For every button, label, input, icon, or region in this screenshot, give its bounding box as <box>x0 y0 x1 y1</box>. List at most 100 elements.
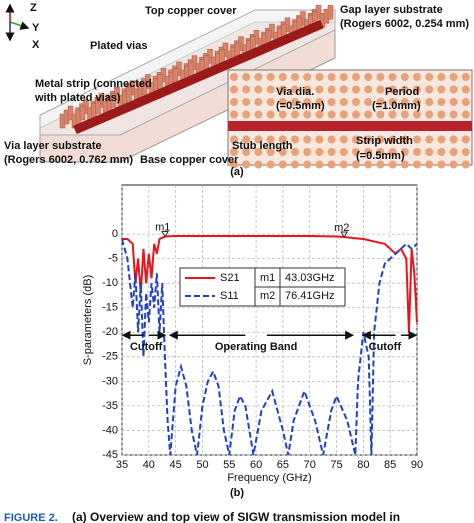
caption: (b) <box>230 487 244 499</box>
via-dot <box>400 85 409 94</box>
label: Via layer substrate <box>4 140 102 152</box>
via-dot <box>352 85 360 94</box>
via-dot <box>278 110 287 119</box>
x-tick-label: 40 <box>143 459 155 471</box>
via <box>110 93 117 108</box>
label: (=0.5mm) <box>356 150 405 162</box>
via <box>79 105 86 121</box>
via-dot <box>327 98 336 106</box>
via-dot <box>230 160 238 169</box>
via-dot <box>303 135 312 144</box>
x-tick-label: 70 <box>304 459 316 471</box>
via-dot <box>425 85 434 94</box>
via-dot <box>364 135 373 144</box>
via-dot <box>242 160 251 169</box>
via-dot <box>254 135 263 144</box>
via-dot <box>291 148 299 156</box>
via-dot <box>364 110 373 119</box>
via-dot <box>303 85 312 94</box>
via-dot <box>352 160 360 169</box>
via-dot <box>339 85 348 94</box>
via-dot <box>413 148 421 156</box>
y-tick-label: -15 <box>102 302 118 314</box>
via-dot <box>327 148 336 156</box>
via-dot <box>400 110 409 119</box>
via-dot <box>388 85 397 94</box>
via-dot <box>254 110 263 119</box>
via-dot <box>461 85 470 94</box>
x-tick-label: 45 <box>170 459 182 471</box>
annotation: Cutoff <box>369 341 402 353</box>
legend-marker-value: 43.03GHz <box>285 272 335 284</box>
via-dot <box>266 160 275 169</box>
y-tick-label: 0 <box>112 228 118 240</box>
plot-area <box>121 184 418 456</box>
via <box>95 99 101 114</box>
label: Plated vias <box>90 40 147 52</box>
via-dot <box>425 148 434 156</box>
via-dot <box>315 160 324 169</box>
via-dot <box>230 98 238 106</box>
via-dot <box>425 110 434 119</box>
via-dot <box>278 148 287 156</box>
via-dot <box>266 98 275 106</box>
y-tick-label: -45 <box>102 449 118 461</box>
strip <box>228 121 472 131</box>
axis-label: Y <box>32 22 40 34</box>
caption-number: FIGURE 2. <box>4 512 58 523</box>
annotation: Operating Band <box>215 341 298 353</box>
label: (=1.0mm) <box>372 100 421 112</box>
via-dot <box>242 110 251 119</box>
via <box>172 67 179 83</box>
via-dot <box>449 135 458 144</box>
via-dot <box>400 160 409 169</box>
via-dot <box>254 148 263 156</box>
via-dot <box>449 148 458 156</box>
via-dot <box>339 160 348 169</box>
via-dot <box>388 160 397 169</box>
y-tick-label: -10 <box>102 277 118 289</box>
via-dot <box>291 135 299 144</box>
label: Via dia. <box>276 86 314 98</box>
via-dot <box>352 135 360 144</box>
via-dot <box>376 73 385 81</box>
via-dot <box>376 98 385 106</box>
via-dot <box>413 135 421 144</box>
via-dot <box>425 135 434 144</box>
via-dot <box>339 148 348 156</box>
y-tick-label: -35 <box>102 400 118 412</box>
via-dot <box>315 110 324 119</box>
diagram: Z Y X Top copper cover Gap layer substra… <box>4 2 473 178</box>
via-dot <box>449 160 458 169</box>
via-dot <box>242 98 251 106</box>
via-dot <box>449 85 458 94</box>
via-dot <box>278 135 287 144</box>
label: (Rogers 6002, 0.254 mm) <box>340 18 469 30</box>
via-dot <box>461 110 470 119</box>
via-dot <box>364 98 373 106</box>
via-dot <box>327 110 336 119</box>
via-dot <box>278 73 287 81</box>
x-tick-label: 60 <box>250 459 262 471</box>
via-dot <box>266 135 275 144</box>
label: Metal strip (connected <box>35 78 152 90</box>
via-dot <box>242 135 251 144</box>
via-dot <box>413 98 421 106</box>
x-tick-label: 35 <box>116 459 128 471</box>
legend-marker-name: m2 <box>260 290 275 302</box>
axis <box>9 21 30 30</box>
via-dot <box>266 73 275 81</box>
via-dot <box>303 98 312 106</box>
via-dot <box>425 73 434 81</box>
via-dot <box>425 160 434 169</box>
via-dot <box>388 135 397 144</box>
y-tick-label: -40 <box>102 424 118 436</box>
via <box>327 4 334 20</box>
legend-marker-name: m1 <box>260 272 275 284</box>
via-dot <box>437 85 446 94</box>
via-dot <box>303 73 312 81</box>
via-dot <box>315 148 324 156</box>
x-tick-label: 85 <box>384 459 396 471</box>
via-dot <box>376 160 385 169</box>
